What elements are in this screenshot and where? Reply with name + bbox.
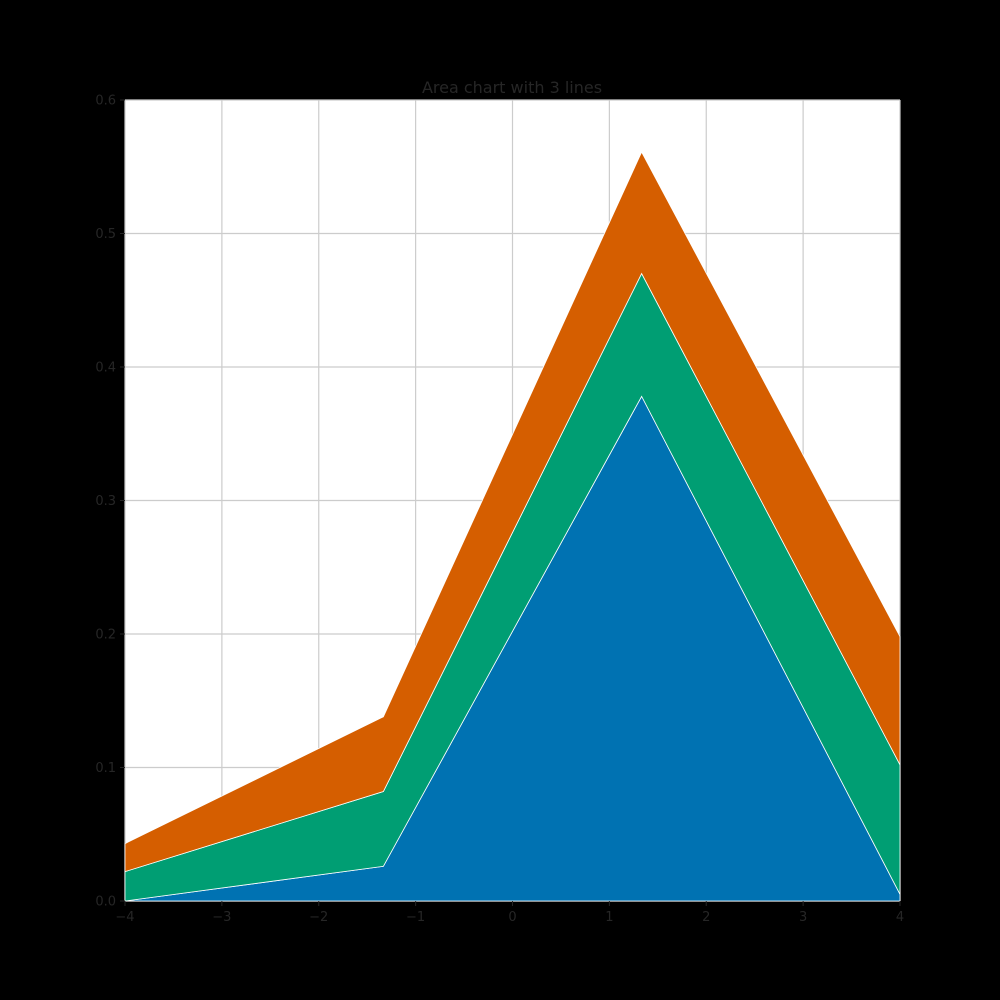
area-series [124,151,901,902]
y-tick-label: 0.1 [95,761,116,776]
y-tick-label: 0.2 [95,628,116,643]
chart-title: Area chart with 3 lines [422,78,602,97]
y-tick-label: 0.0 [95,895,116,910]
y-tick-label: 0.5 [95,227,116,242]
y-tick-label: 0.6 [95,94,116,109]
x-tick-label: 4 [896,910,904,925]
x-tick-label: −4 [115,910,134,925]
x-tick-label: 1 [605,910,613,925]
x-tick-label: 3 [799,910,807,925]
y-tick-label: 0.3 [95,494,116,509]
x-axis-ticks: −4 −3 −2 −1 0 1 2 3 4 [115,901,904,925]
x-tick-label: 0 [508,910,516,925]
y-axis-ticks: 0.0 0.1 0.2 0.3 0.4 0.5 0.6 [95,94,125,910]
x-tick-label: 2 [702,910,710,925]
x-tick-label: −2 [309,910,328,925]
area-series-3 [124,151,901,873]
x-tick-label: −1 [406,910,425,925]
x-tick-label: −3 [212,910,231,925]
y-tick-label: 0.4 [95,361,116,376]
